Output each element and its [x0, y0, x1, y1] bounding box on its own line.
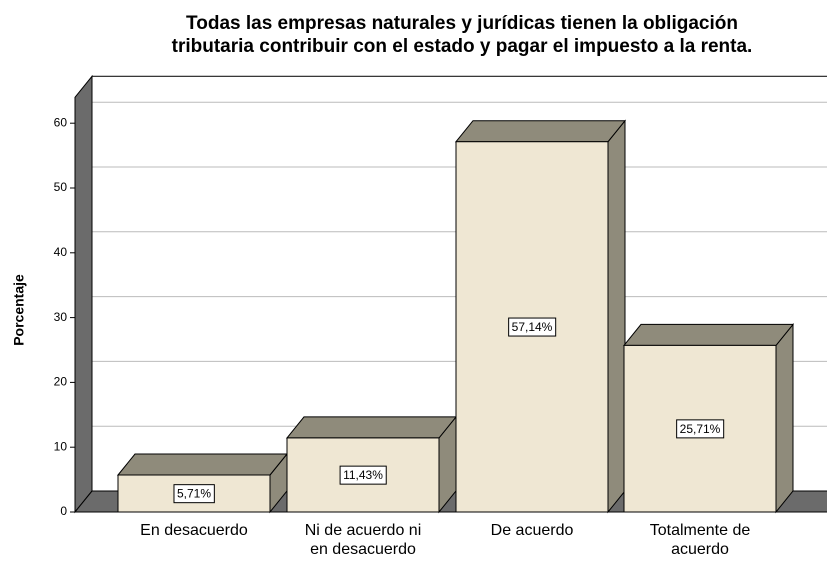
x-tick-label: De acuerdo [491, 522, 574, 539]
chart-title: Todas las empresas naturales y jurídicas… [186, 13, 738, 34]
chart-title: tributaria contribuir con el estado y pa… [172, 36, 753, 57]
bar-top [454, 120, 627, 143]
left-wall [74, 74, 93, 514]
x-tick-label: Ni de acuerdo ni [305, 522, 422, 539]
y-tick-label: 60 [54, 115, 68, 129]
value-label: 57,14% [512, 320, 553, 334]
y-tick-label: 40 [54, 245, 68, 259]
bar-side [607, 119, 626, 514]
value-label-box [173, 484, 215, 504]
value-label: 25,71% [680, 422, 721, 436]
y-tick-label: 10 [54, 439, 68, 453]
bar-top [116, 453, 289, 476]
y-tick-label: 0 [60, 504, 67, 518]
y-tick-label: 50 [54, 180, 68, 194]
bar-top [622, 323, 795, 346]
y-axis-label: Porcentaje [11, 274, 27, 346]
value-label-box [339, 465, 387, 485]
value-label-box [676, 419, 725, 439]
y-tick-label: 20 [54, 375, 68, 389]
x-tick-label: En desacuerdo [140, 522, 248, 539]
value-label-box [508, 317, 557, 337]
bar-side [775, 322, 794, 514]
x-tick-label: Totalmente de [650, 522, 751, 539]
x-tick-label: acuerdo [671, 541, 729, 558]
y-tick-label: 30 [54, 310, 68, 324]
value-label: 11,43% [343, 468, 383, 482]
value-label: 5,71% [177, 487, 211, 501]
x-tick-label: en desacuerdo [310, 541, 416, 558]
bar-top [285, 416, 458, 439]
